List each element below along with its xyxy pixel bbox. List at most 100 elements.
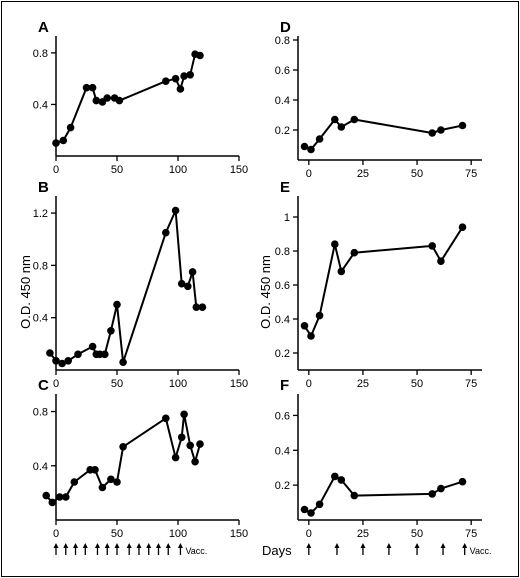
data-point [315, 500, 324, 509]
x-tick-label: 50 [411, 378, 423, 390]
y-tick-label: 0.8 [275, 246, 290, 258]
data-point [177, 279, 186, 288]
y-tick-label: 0.6 [275, 410, 290, 422]
y-tick-label: 0.4 [275, 314, 290, 326]
data-point [171, 206, 180, 215]
x-tick-label: 0 [306, 528, 312, 540]
data-point [162, 414, 170, 423]
data-point [107, 327, 115, 335]
data-point [107, 475, 115, 484]
data-point [115, 96, 124, 105]
data-point [52, 139, 60, 147]
vacc-arrow-head [462, 543, 468, 548]
panel-e: E 0 25 50 75 0.2 0.4 0.6 0.8 1 [275, 179, 482, 390]
data-point [428, 242, 437, 250]
data-point [184, 282, 192, 291]
panel-label-f: F [280, 377, 289, 394]
data-point [307, 332, 315, 340]
data-point [307, 145, 315, 154]
vacc-arrow-head [414, 543, 420, 548]
panel-label-a: A [38, 19, 49, 36]
data-point [180, 410, 188, 419]
y-tick-label: 1 [284, 212, 290, 224]
panel-a: A 0 50 100 150 0.4 0.8 [33, 19, 248, 176]
x-tick-label: 0 [306, 168, 312, 180]
data-point [350, 491, 359, 500]
x-tick-label: 100 [169, 378, 187, 390]
vacc-arrow-head [440, 543, 446, 548]
y-tick-label: 0.2 [275, 480, 290, 492]
vacc-arrow-head [94, 543, 100, 548]
data-point [196, 51, 204, 60]
y-tick-label: 0.6 [275, 280, 290, 292]
data-point [64, 357, 72, 365]
panel-label-d: D [280, 19, 291, 36]
data-point [48, 498, 57, 507]
vacc-arrow-head [155, 543, 161, 548]
data-point [119, 443, 127, 451]
y-tick-label: 0.8 [33, 407, 48, 419]
y-tick-label: 0.6 [275, 65, 290, 77]
x-tick-label: 75 [465, 168, 477, 180]
y-tick-label: 0.2 [275, 348, 290, 360]
series-line-e [303, 226, 464, 337]
data-point [162, 77, 170, 85]
vacc-arrow-head [386, 543, 392, 548]
data-point [91, 466, 99, 474]
x-tick-label: 150 [230, 164, 248, 176]
vacc-arrow-head [73, 543, 79, 548]
series-line-a [55, 53, 201, 145]
y-tick-label: 0.4 [275, 445, 290, 457]
data-point [66, 123, 75, 132]
data-point [331, 115, 339, 124]
data-point [177, 433, 186, 442]
vacc-arrow-head [306, 543, 312, 548]
data-point [70, 478, 79, 486]
x-tick-label: 25 [357, 528, 369, 540]
x-tick-label: 25 [357, 378, 369, 390]
vacc-arrow-head [360, 543, 366, 548]
data-point [437, 257, 445, 266]
x-tick-label: 150 [230, 378, 248, 390]
vacc-arrow-head [126, 543, 132, 548]
vacc-arrow-head [82, 543, 88, 548]
panel-f: F 0 25 50 75 0.2 0.4 0.6 Vacc. [275, 377, 492, 556]
data-point [82, 83, 91, 92]
y-axis-label-right: O.D. 450 nm [258, 255, 273, 329]
data-point [188, 268, 197, 276]
data-point [171, 74, 180, 83]
data-point [162, 228, 170, 237]
x-tick-label: 50 [111, 528, 123, 540]
x-tick-label: 0 [53, 378, 59, 390]
data-point [113, 300, 121, 309]
data-point [315, 135, 324, 143]
y-axis-label-left: O.D. 450 nm [18, 255, 33, 329]
x-tick-label: 25 [357, 168, 369, 180]
data-point [191, 457, 199, 466]
data-point [300, 142, 309, 151]
data-point [101, 350, 109, 359]
y-tick-label: 0.8 [33, 260, 48, 272]
data-point [176, 85, 185, 93]
data-point [192, 303, 201, 312]
data-point [350, 115, 359, 124]
data-point [98, 483, 107, 492]
vacc-arrow-head [104, 543, 110, 548]
panel-b: B 0 50 100 150 0.4 0.8 1.2 [33, 179, 248, 390]
y-tick-label: 0.8 [275, 35, 290, 47]
data-point [88, 83, 97, 92]
vacc-arrow-head [114, 543, 120, 548]
series-line-d [304, 118, 463, 151]
x-tick-label: 50 [111, 164, 123, 176]
data-point [437, 126, 445, 134]
data-point [458, 121, 467, 130]
y-tick-label: 0.4 [33, 99, 48, 111]
vacc-arrow-head [334, 543, 340, 548]
data-point [428, 490, 437, 498]
y-tick-label: 0.2 [275, 125, 290, 137]
data-point [74, 350, 82, 359]
y-tick-label: 1.2 [33, 208, 48, 220]
